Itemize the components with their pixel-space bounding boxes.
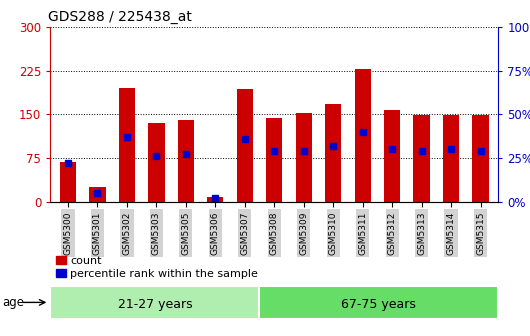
Bar <box>472 115 489 202</box>
Bar <box>50 286 259 319</box>
Bar <box>296 113 312 202</box>
Bar <box>60 162 76 202</box>
Bar <box>325 104 341 202</box>
Bar <box>178 120 194 202</box>
Bar <box>259 286 498 319</box>
Text: GDS288 / 225438_at: GDS288 / 225438_at <box>48 10 192 25</box>
Text: 67-75 years: 67-75 years <box>341 298 416 310</box>
Bar <box>443 115 459 202</box>
Bar <box>207 197 224 202</box>
Bar <box>413 115 430 202</box>
Bar <box>384 110 400 202</box>
Legend: count, percentile rank within the sample: count, percentile rank within the sample <box>56 256 258 279</box>
Bar <box>119 88 135 202</box>
Text: age: age <box>3 296 25 309</box>
Bar <box>90 187 105 202</box>
Bar <box>237 89 253 202</box>
Bar <box>355 69 371 202</box>
Bar <box>148 123 164 202</box>
Bar <box>266 118 282 202</box>
Text: 21-27 years: 21-27 years <box>118 298 192 310</box>
